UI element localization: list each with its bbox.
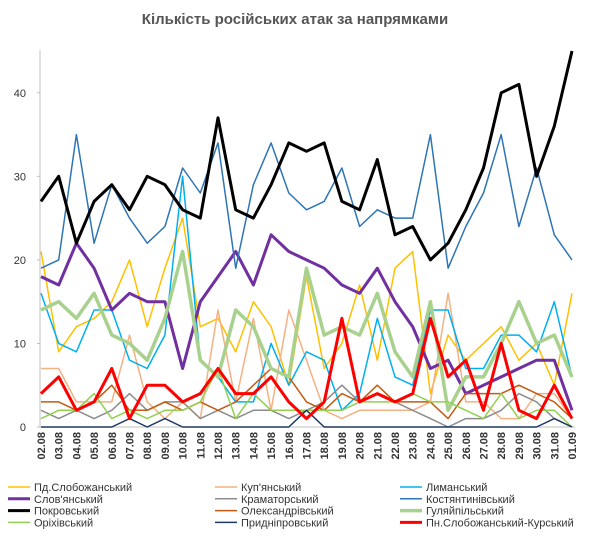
x-tick-label: 20.08 — [355, 432, 367, 460]
legend-label: Слов'янський — [34, 494, 103, 506]
x-tick-label: 18.08 — [319, 432, 331, 460]
x-tick-label: 29.08 — [514, 432, 526, 460]
x-tick-label: 19.08 — [337, 432, 349, 460]
x-tick-label: 31.08 — [549, 432, 561, 460]
legend-label: Пн.Слобожанський-Курський — [426, 517, 574, 529]
x-tick-label: 01.09 — [567, 432, 579, 460]
x-tick-label: 05.08 — [89, 432, 101, 460]
x-tick-label: 17.08 — [302, 432, 314, 460]
x-tick-label: 03.08 — [54, 432, 66, 460]
x-tick-label: 11.08 — [195, 432, 207, 459]
chart-title: Кількість російських атак за напрямками — [142, 11, 448, 28]
x-tick-label: 04.08 — [71, 432, 83, 460]
series-line — [39, 50, 574, 262]
x-tick-label: 27.08 — [479, 432, 491, 460]
x-tick-label: 10.08 — [178, 432, 190, 460]
x-tick-label: 21.08 — [372, 432, 384, 460]
x-tick-label: 28.08 — [496, 432, 508, 460]
legend-label: Гуляйпільський — [426, 506, 504, 518]
series-line — [40, 175, 573, 412]
x-tick-label: 22.08 — [390, 432, 402, 460]
series-line — [39, 316, 574, 421]
legend-label: Лиманський — [426, 482, 487, 494]
x-tick-label: 30.08 — [532, 432, 544, 460]
legend-label: Костянтинівський — [426, 494, 515, 506]
x-tick-label: 06.08 — [107, 432, 119, 460]
series-line — [40, 249, 574, 413]
x-tick-label: 15.08 — [266, 432, 278, 460]
y-tick-label: 30 — [14, 171, 26, 183]
legend-label: Олександрівський — [241, 506, 334, 518]
x-tick-label: 02.08 — [36, 432, 48, 460]
legend-label: Пд.Слобожанський — [34, 482, 132, 494]
x-tick-label: 08.08 — [142, 432, 154, 460]
legend-label: Краматорський — [241, 494, 319, 506]
series-line — [41, 292, 573, 420]
y-tick-label: 10 — [14, 338, 26, 350]
series-line — [40, 133, 573, 269]
legend-label: Придніпровський — [241, 517, 328, 529]
y-tick-label: 0 — [20, 422, 26, 434]
x-tick-label: 16.08 — [284, 432, 296, 460]
x-tick-label: 25.08 — [443, 432, 455, 460]
x-tick-label: 26.08 — [461, 432, 473, 460]
legend-label: Куп'янський — [241, 482, 301, 494]
x-tick-label: 24.08 — [425, 432, 437, 460]
x-tick-label: 14.08 — [248, 432, 260, 460]
x-tick-label: 12.08 — [213, 432, 225, 460]
y-tick-label: 40 — [14, 88, 26, 100]
x-tick-label: 13.08 — [231, 432, 243, 460]
legend-label: Покровський — [34, 506, 99, 518]
x-tick-label: 09.08 — [160, 432, 172, 460]
y-tick-label: 20 — [14, 255, 26, 267]
x-tick-label: 07.08 — [125, 432, 137, 460]
legend-label: Оріхівський — [34, 517, 93, 529]
x-tick-label: 23.08 — [408, 432, 420, 460]
series-line — [40, 233, 574, 411]
